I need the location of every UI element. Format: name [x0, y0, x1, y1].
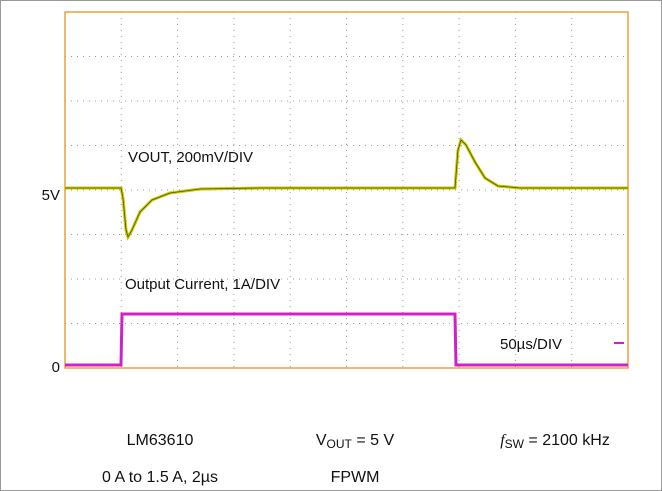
symbol: V [316, 432, 327, 449]
rest: = 2100 kHz [524, 432, 610, 449]
device: LM63610 [127, 432, 194, 449]
current-trace [65, 312, 628, 367]
rest: = 5 V [352, 432, 395, 449]
current-level: 0 [52, 359, 60, 376]
timebase: 50µs/DIV [500, 336, 562, 353]
symbol: f [500, 432, 507, 449]
fsw-caption: fSW = 2100 kHz [500, 432, 610, 452]
step: 0 A to 1.5 A, 2µs [102, 469, 218, 486]
vout-caption: VOUT = 5 V [316, 432, 395, 451]
vout-trace-core [65, 139, 628, 239]
vout-level: 5V [42, 187, 60, 204]
current-label: Output Current, 1A/DIV [125, 276, 280, 293]
subscript: OUT [327, 437, 353, 451]
mode: FPWM [331, 469, 380, 486]
vout-label: VOUT, 200mV/DIV [128, 149, 253, 166]
subscript: SW [505, 437, 525, 451]
screen-border [64, 11, 629, 369]
